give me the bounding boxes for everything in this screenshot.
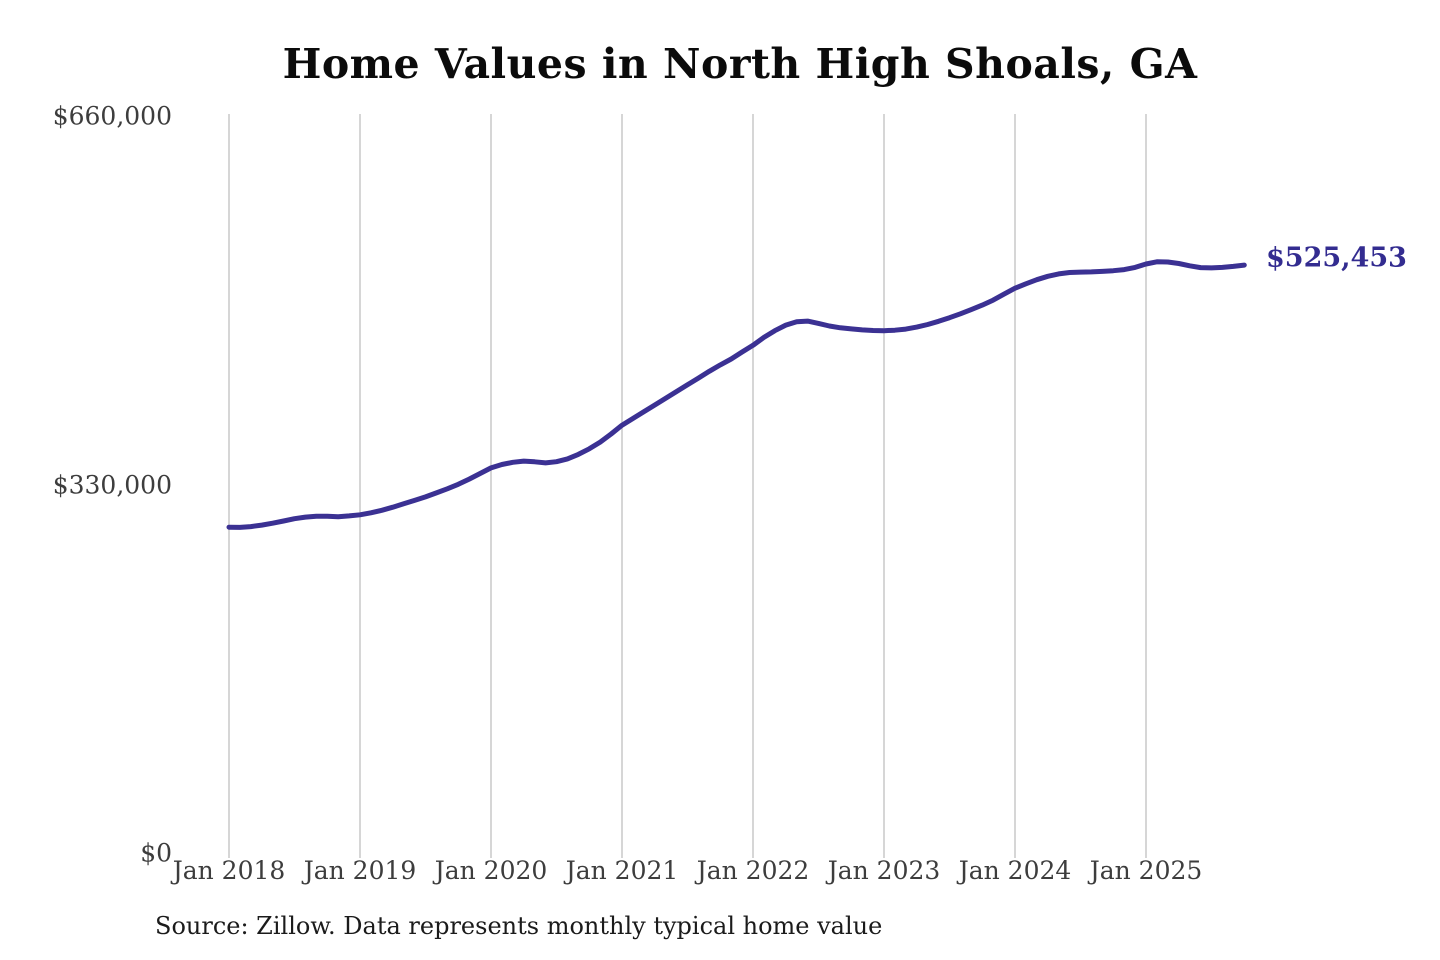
x-axis-label-jan2023: Jan 2023 xyxy=(827,856,941,885)
gridlines xyxy=(228,114,1147,858)
x-axis-label-jan2022: Jan 2022 xyxy=(696,856,810,885)
y-axis-label-0: $0 xyxy=(140,838,172,868)
y-axis-label-330000: $330,000 xyxy=(52,470,172,500)
x-axis-label-jan2021: Jan 2021 xyxy=(565,856,679,885)
y-axis-label-660000: $660,000 xyxy=(52,101,172,131)
x-axis-label-jan2019: Jan 2019 xyxy=(303,856,417,885)
source-note: Source: Zillow. Data represents monthly … xyxy=(155,912,883,940)
x-axis-label-jan2025: Jan 2025 xyxy=(1089,856,1203,885)
latest-value-label: $525,453 xyxy=(1266,242,1407,274)
x-axis-label-jan2024: Jan 2024 xyxy=(958,856,1072,885)
chart-title: Home Values in North High Shoals, GA xyxy=(282,40,1198,88)
x-axis-label-jan2018: Jan 2018 xyxy=(172,856,286,885)
x-axis-label-jan2020: Jan 2020 xyxy=(434,856,548,885)
value-line xyxy=(226,259,1247,530)
home-value-line xyxy=(226,259,1247,530)
